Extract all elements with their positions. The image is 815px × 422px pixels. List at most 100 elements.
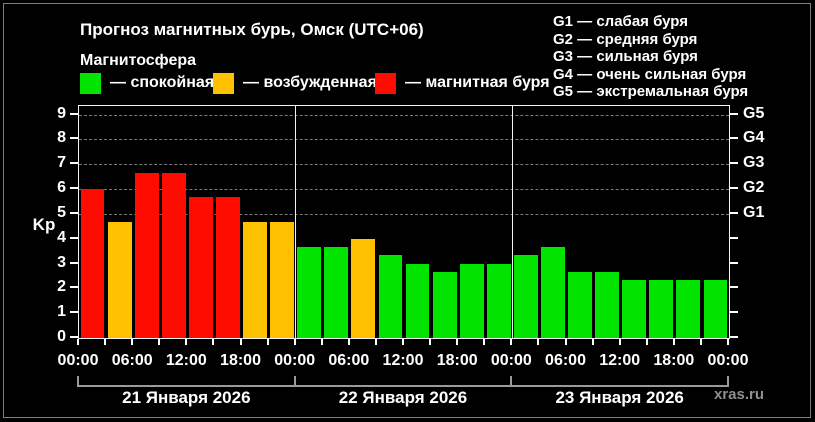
y-axis-tick-right — [730, 236, 738, 239]
x-axis-tick — [510, 339, 513, 345]
gridline-kp6 — [79, 189, 729, 191]
y-tick-label: 8 — [57, 129, 66, 147]
x-tick-label: 00:00 — [490, 352, 532, 369]
storm-scale-line: G4 — очень сильная буря — [553, 65, 747, 83]
storm-scale-line: G3 — сильная буря — [553, 48, 698, 65]
g-scale-label-g2: G2 — [743, 179, 765, 197]
kp-bar — [378, 255, 403, 338]
kp-bar — [486, 263, 511, 338]
kp-bar — [622, 280, 647, 338]
kp-bar — [188, 197, 213, 338]
y-axis-tick-right — [730, 162, 738, 165]
date-label: 22 Января 2026 — [338, 388, 468, 407]
legend-label: — возбужденная — [243, 74, 377, 91]
y-axis-title: Kp — [32, 215, 56, 235]
x-tick-label: 18:00 — [436, 352, 478, 369]
day-separator — [511, 106, 514, 338]
y-axis-tick-right — [730, 311, 738, 314]
y-tick-label: 0 — [57, 328, 66, 345]
y-tick-label: 4 — [57, 228, 66, 246]
x-tick-label: 18:00 — [653, 352, 695, 369]
kp-bar — [134, 172, 159, 338]
x-tick-label: 06:00 — [545, 352, 586, 369]
x-axis-tick — [158, 339, 161, 345]
date-label: 21 Января 2026 — [122, 388, 251, 407]
kp-bar — [270, 222, 295, 338]
date-bracket-riser — [510, 376, 513, 387]
date-bracket-riser — [727, 376, 729, 387]
kp-bar — [459, 263, 484, 338]
kp-bar — [703, 280, 728, 338]
kp-bar — [513, 255, 538, 338]
gridline-kp8 — [79, 139, 729, 141]
x-axis-tick — [564, 339, 567, 345]
kp-bar — [351, 238, 376, 338]
storm-scale-line: G2 — средняя буря — [553, 30, 698, 48]
x-tick-label: 18:00 — [220, 352, 261, 369]
x-axis-tick — [537, 339, 540, 345]
excited-swatch-icon — [213, 72, 234, 94]
x-axis-tick — [699, 339, 702, 345]
y-axis-tick — [70, 261, 78, 264]
y-axis-tick-right — [730, 336, 738, 338]
x-tick-label: 00:00 — [707, 352, 749, 369]
kp-bar — [216, 197, 240, 338]
storm-scale-line: G5 — экстремальная буря — [553, 83, 749, 100]
y-axis-tick-right — [730, 112, 738, 115]
y-axis-tick — [70, 187, 78, 190]
kp-bar — [297, 246, 322, 338]
legend-item-excited: — возбужденная — [213, 72, 377, 94]
y-axis-tick — [70, 336, 78, 338]
y-axis-tick — [70, 286, 78, 289]
x-axis-tick — [347, 339, 350, 345]
gridline-kp5 — [79, 213, 729, 215]
y-axis-tick — [70, 137, 78, 140]
x-axis-tick — [374, 339, 377, 345]
x-axis-tick — [212, 339, 215, 345]
date-label: 23 Января 2026 — [555, 388, 684, 407]
y-tick-label: 5 — [57, 203, 66, 221]
x-axis-tick — [293, 339, 296, 345]
kp-bar — [161, 172, 186, 338]
kp-bar — [595, 271, 620, 338]
kp-bar — [80, 189, 105, 338]
g-scale-label-g4: G4 — [743, 129, 765, 147]
x-axis-tick — [618, 339, 621, 345]
y-tick-label: 7 — [57, 154, 66, 172]
y-axis-tick — [70, 211, 78, 214]
x-tick-label: 06:00 — [111, 352, 153, 369]
y-axis-tick — [70, 311, 78, 314]
storm-scale-line: G1 — слабая буря — [553, 13, 689, 30]
kp-bar — [243, 222, 267, 338]
g-scale-label-g1: G1 — [743, 203, 765, 221]
x-tick-label: 00:00 — [274, 352, 316, 369]
x-axis-tick — [104, 339, 107, 345]
storm-scale-legend: G1 — слабая буря G2 — средняя буря G3 — си… — [553, 13, 748, 101]
x-axis-tick — [402, 339, 404, 345]
y-tick-label: 3 — [57, 253, 66, 271]
x-axis-tick — [672, 339, 675, 345]
kp-bar — [541, 246, 565, 338]
y-axis-tick — [70, 236, 78, 239]
y-axis-tick-right — [730, 187, 738, 190]
kp-bar — [676, 280, 701, 338]
gridline-kp7 — [79, 164, 729, 166]
x-tick-label: 12:00 — [382, 352, 424, 369]
x-axis-tick — [320, 339, 323, 345]
plot-area — [78, 105, 730, 339]
kp-bar — [107, 222, 132, 338]
x-axis-tick — [483, 339, 486, 345]
x-axis-tick — [645, 339, 648, 345]
y-tick-label: 2 — [57, 278, 66, 296]
chart-title: Прогноз магнитных бурь, Омск (UTC+06) — [80, 20, 424, 39]
gridline-kp9 — [79, 114, 729, 116]
day-separator — [294, 106, 297, 338]
watermark: xras.ru — [713, 386, 764, 403]
storm-swatch-icon — [375, 72, 396, 94]
quiet-swatch-icon — [80, 72, 101, 94]
y-axis-tick-right — [730, 137, 738, 140]
legend-label: — спокойная — [110, 74, 215, 91]
magnetosphere-label: Магнитосфера — [80, 52, 197, 69]
kp-bar — [324, 246, 349, 338]
